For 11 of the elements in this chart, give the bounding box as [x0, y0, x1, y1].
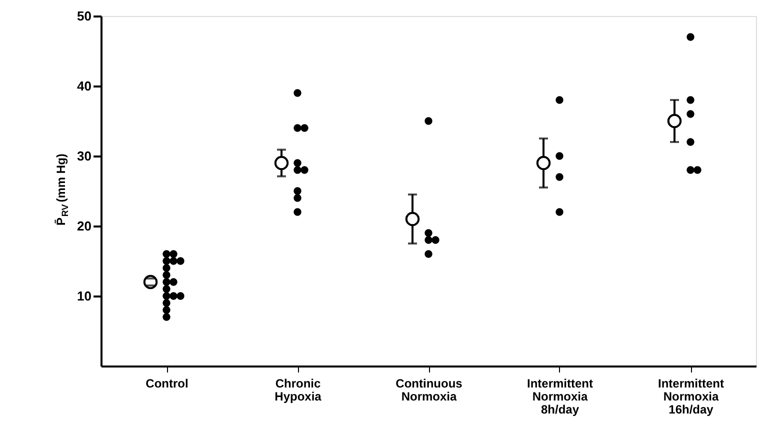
y-tick-label: 30: [77, 148, 92, 164]
x-tick-label: Control: [146, 376, 188, 390]
y-tick-label: 20: [77, 218, 92, 234]
x-tick-label: Chronic Hypoxia: [274, 376, 322, 404]
x-tick-label: Continuous Normoxia: [396, 376, 463, 404]
y-tick-label: 40: [77, 78, 92, 94]
y-axis-title: P̄RV (mm Hg): [54, 154, 70, 226]
y-tick-label: 10: [77, 288, 92, 304]
y-tick-label: 50: [77, 8, 92, 24]
x-tick-label: Intermittent Normoxia 16h/day: [658, 376, 724, 416]
x-tick-label: Intermittent Normoxia 8h/day: [527, 376, 594, 416]
